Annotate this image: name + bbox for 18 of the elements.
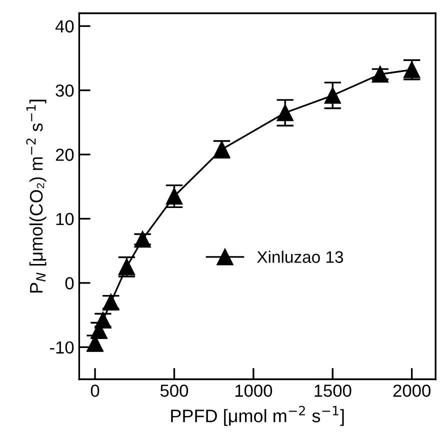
y-tick-label: 10 xyxy=(56,212,74,226)
y-axis-title: P$_{N}$ [μmol(CO₂) m$^{−2}$ s$^{−1}$] xyxy=(26,100,46,293)
y-tick-label: -10 xyxy=(50,341,74,354)
point xyxy=(324,87,341,104)
y-tick-label: 0 xyxy=(65,277,74,290)
x-axis-title: PPFD [μmol m$^{−2}$ s$^{−1}$] xyxy=(171,406,344,426)
point xyxy=(134,230,151,248)
x-tick-label: 1500 xyxy=(314,384,352,397)
point xyxy=(276,104,294,122)
legend-label: Xinluzao 13 xyxy=(257,250,344,263)
x-tick-label: 2000 xyxy=(393,384,430,397)
x-tick-label: 500 xyxy=(160,384,188,397)
y-tick-label: 40 xyxy=(55,20,74,33)
point xyxy=(166,188,183,205)
y-tick-label: 30 xyxy=(56,84,74,97)
x-tick-label: 1000 xyxy=(235,384,272,397)
x-tick-label: 0 xyxy=(90,384,100,397)
y-tick-label: 20 xyxy=(56,148,74,161)
